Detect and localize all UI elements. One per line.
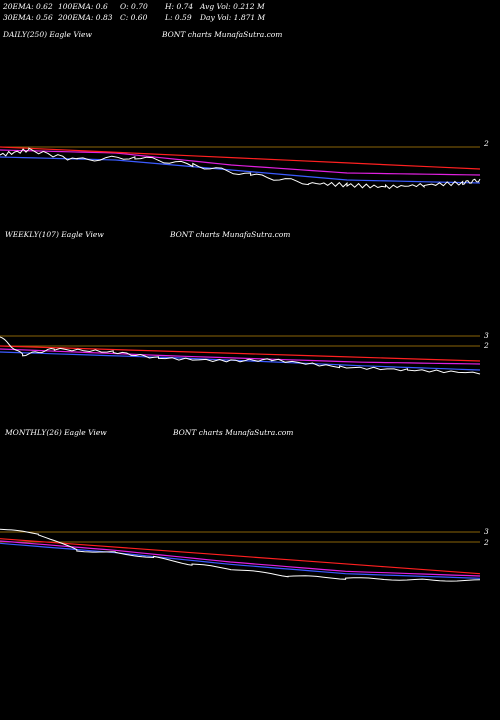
- weekly-panel-label: WEEKLY(107) Eagle View: [5, 230, 104, 239]
- stat-30ema: 30EMA: 0.56: [3, 13, 53, 22]
- monthly-ytick-3: 3: [484, 527, 489, 536]
- daily-ytick-2: 2: [484, 139, 489, 148]
- monthly-chart: [0, 528, 481, 582]
- stat-day-vol: Day Vol: 1.871 M: [200, 13, 266, 22]
- monthly-panel-label: MONTHLY(26) Eagle View: [5, 428, 107, 437]
- stat-close: C: 0.60: [120, 13, 148, 22]
- stat-100ema: 100EMA: 0.6: [58, 2, 108, 11]
- daily-series-price: [0, 147, 481, 190]
- stat-low: L: 0.59: [165, 13, 192, 22]
- weekly-series-price: [0, 336, 481, 375]
- stat-high: H: 0.74: [165, 2, 194, 11]
- stat-open: O: 0.70: [120, 2, 148, 11]
- monthly-series-price: [0, 528, 481, 582]
- daily-panel-label: DAILY(250) Eagle View: [3, 30, 92, 39]
- weekly-source-label: BONT charts MunafaSutra.com: [170, 230, 291, 239]
- stat-20ema: 20EMA: 0.62: [3, 2, 53, 11]
- daily-chart: [0, 146, 481, 190]
- stat-200ema: 200EMA: 0.83: [58, 13, 113, 22]
- daily-series-ema_red: [0, 146, 481, 170]
- daily-series-ema_blue: [0, 156, 481, 184]
- weekly-chart: [0, 335, 481, 375]
- daily-source-label: BONT charts MunafaSutra.com: [162, 30, 283, 39]
- weekly-ytick-3: 3: [484, 331, 489, 340]
- weekly-series-ema_magenta: [0, 348, 481, 365]
- monthly-series-ema_magenta: [0, 540, 481, 577]
- weekly-ytick-2: 2: [484, 341, 489, 350]
- monthly-ytick-2: 2: [484, 538, 489, 547]
- monthly-series-ema_red: [0, 538, 481, 575]
- monthly-source-label: BONT charts MunafaSutra.com: [173, 428, 294, 437]
- daily-series-ema_magenta: [0, 149, 481, 176]
- weekly-series-ema_red: [0, 345, 481, 362]
- stat-avg-vol: Avg Vol: 0.212 M: [200, 2, 265, 11]
- weekly-series-ema_blue: [0, 351, 481, 371]
